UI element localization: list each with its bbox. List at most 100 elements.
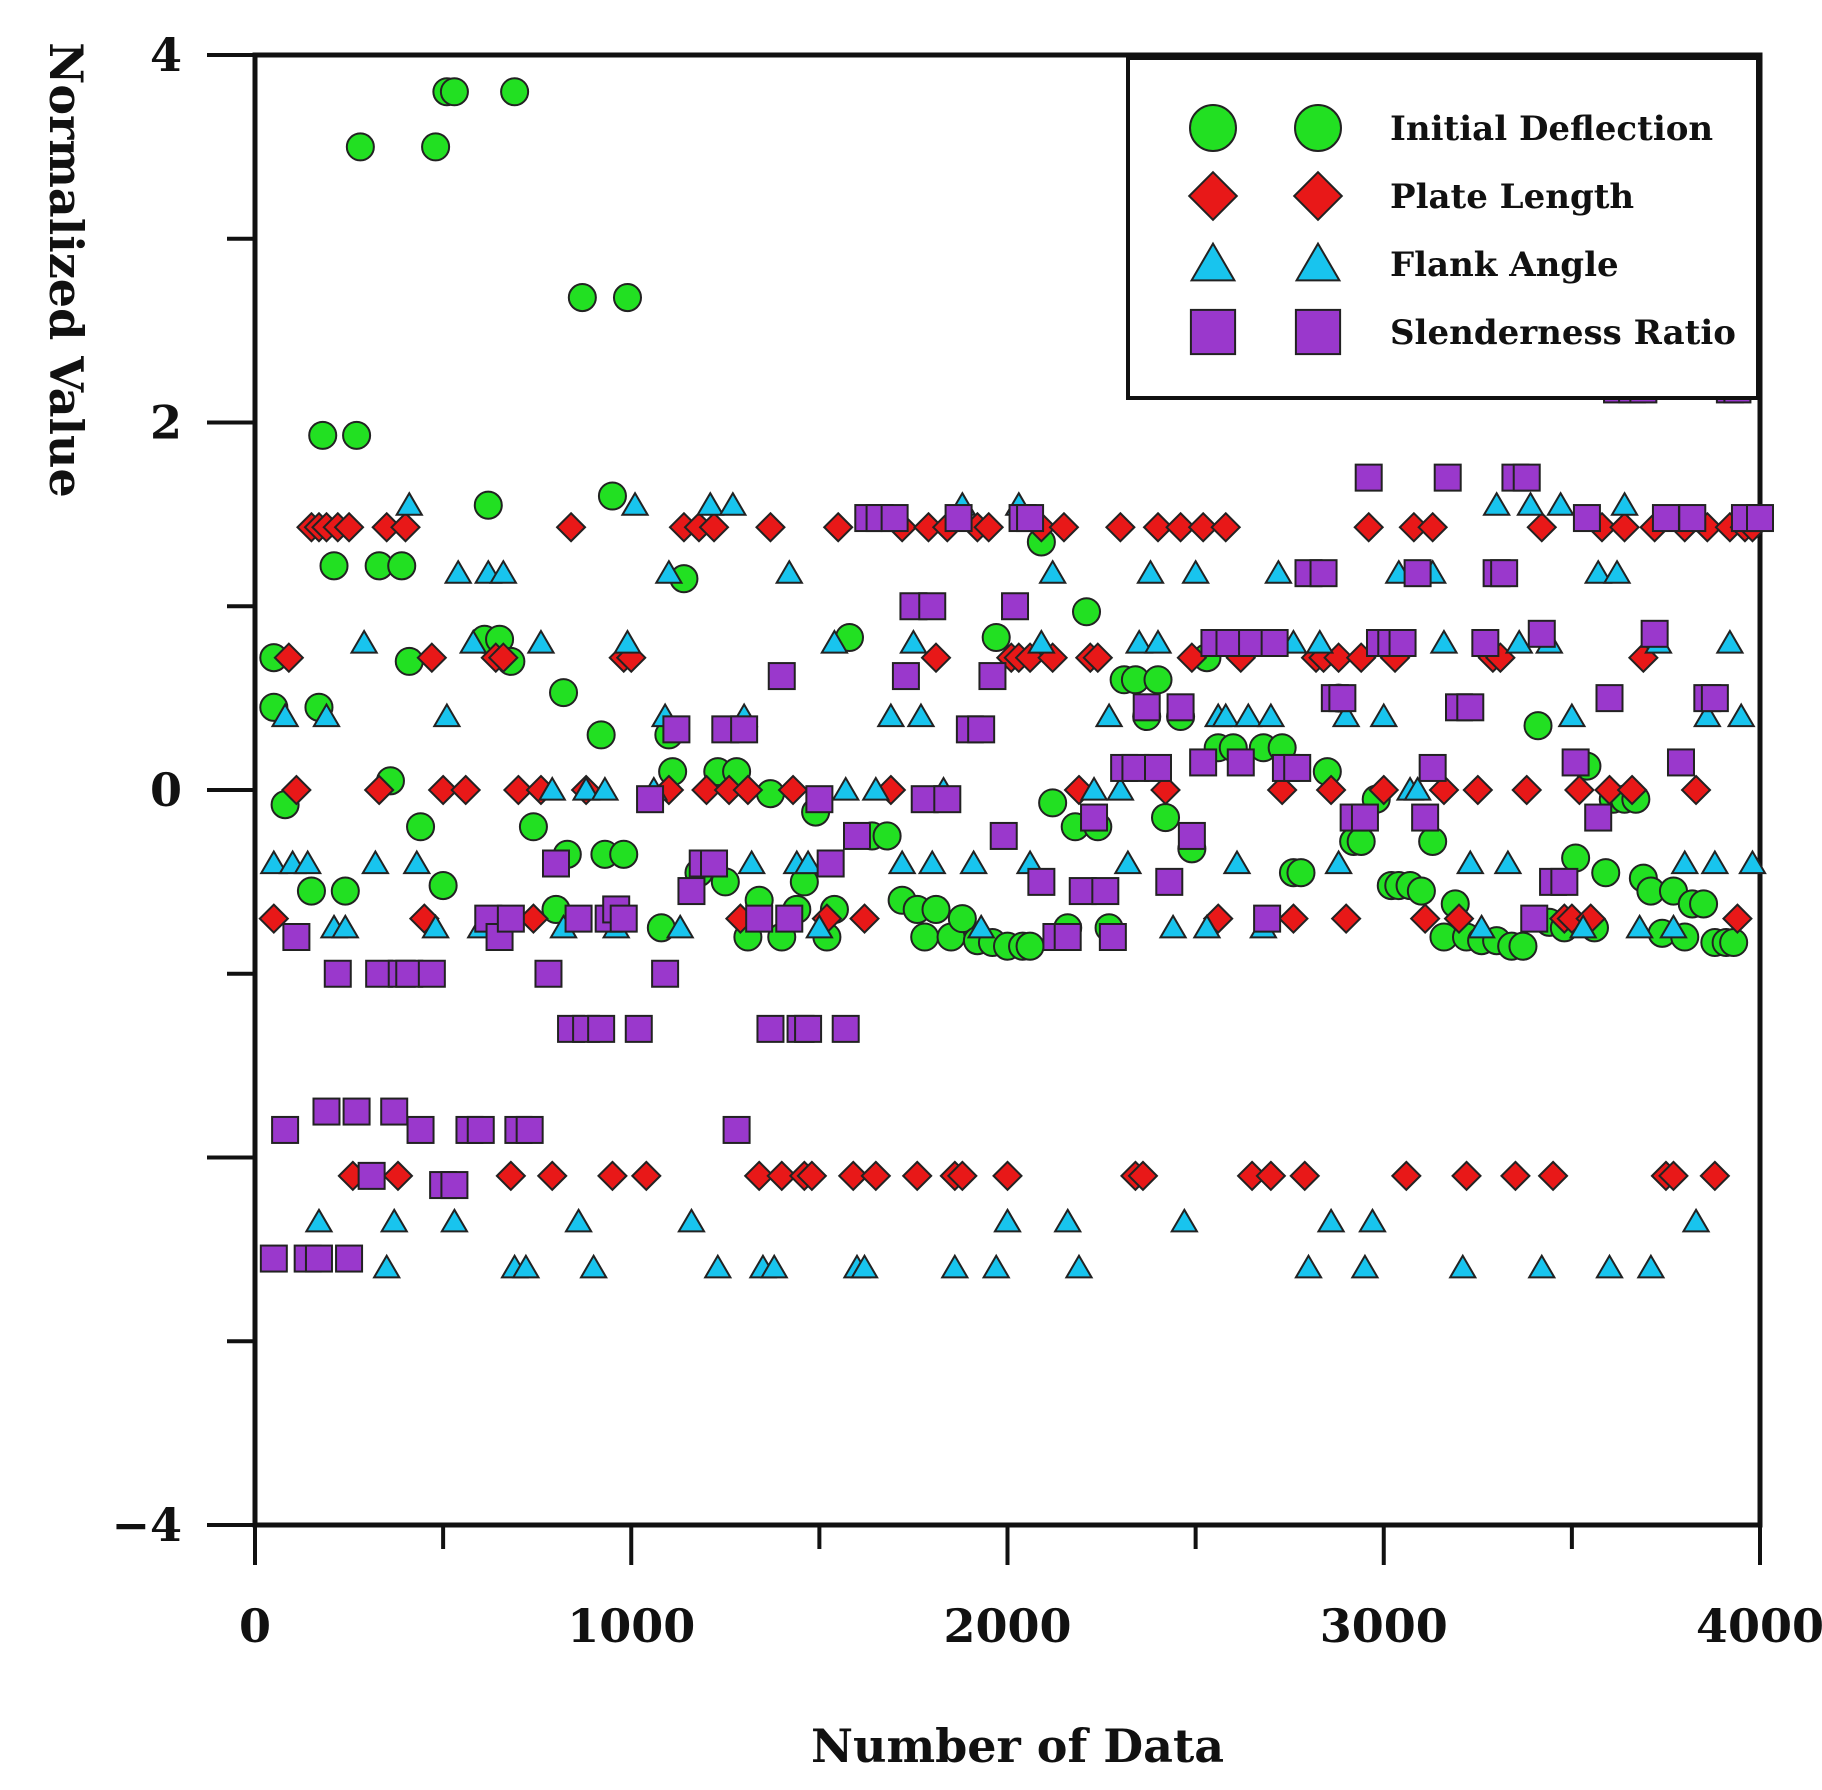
data-point [1640,619,1669,648]
data-point [390,511,421,543]
data-point [555,511,587,543]
x-axis-title: Number of Data [811,1719,1224,1773]
data-point [1527,619,1556,648]
data-point [458,629,488,654]
data-point [1266,774,1298,806]
data-point [439,77,469,107]
data-point [1722,903,1753,935]
data-point [1602,559,1632,584]
data-point [1016,504,1045,533]
data-point [428,871,458,901]
data-point [1158,913,1188,939]
data-point [349,629,379,654]
data-point [488,559,518,584]
data-point [1027,629,1056,654]
data-point [597,481,627,511]
data-point [394,491,424,516]
data-point [330,913,360,939]
data-point [677,877,706,906]
data-point [1500,1160,1531,1192]
data-point [1151,803,1181,833]
data-point [609,904,638,933]
data-point [293,849,323,875]
data-point [363,774,395,806]
data-point [1253,904,1282,933]
data-point [1264,559,1293,584]
data-point [1443,903,1475,935]
data-point [662,715,691,744]
legend-marker [1294,241,1342,282]
data-point [564,904,593,933]
data-point [1411,803,1440,832]
data-point [526,629,556,654]
data-point [1467,913,1496,939]
data-point [567,283,597,313]
data-point [333,511,365,543]
data-point [1546,491,1575,516]
data-point [1038,559,1067,584]
legend-label: Plate Length [1390,177,1634,217]
data-point [947,904,977,934]
data-point [1106,776,1135,801]
data-point [1124,629,1154,654]
data-point [1523,711,1553,741]
data-point [1001,592,1030,621]
data-point [1082,642,1114,674]
data-point [432,702,462,728]
data-point [959,849,988,875]
data-point [794,1014,823,1043]
data-point [777,774,809,806]
data-point [1278,903,1309,935]
data-point [940,1253,970,1279]
data-point [1692,702,1722,728]
data-points [258,77,1774,1279]
data-point [1504,629,1534,654]
data-point [1368,774,1400,806]
data-point [1053,1207,1083,1233]
data-point [304,1244,333,1273]
data-point [590,776,620,801]
data-point [382,1160,414,1192]
data-point [1595,1253,1624,1279]
data-point [1516,491,1545,516]
data-point [910,922,940,952]
data-point [380,1097,409,1126]
legend-marker [1294,104,1342,152]
data-point [258,903,290,935]
data-point [1165,511,1196,543]
data-point [1609,511,1640,543]
data-point [1390,1160,1422,1192]
data-point [774,559,804,584]
x-tick-label: 1000 [567,1599,695,1653]
data-point [1048,511,1080,543]
data-point [387,551,417,581]
data-point [1222,849,1252,875]
data-point [831,776,861,801]
data-point [259,1244,288,1273]
data-point [579,1253,608,1279]
data-point [1177,821,1206,850]
data-point [793,849,823,875]
data-point [406,812,436,842]
data-point [933,785,962,814]
data-point [620,491,650,516]
data-point [406,1115,435,1144]
data-point [1192,913,1222,939]
data-point [1418,753,1447,782]
data-point [450,774,482,806]
data-point [918,592,947,621]
data-point [1680,774,1712,806]
data-point [654,559,684,584]
data-point [1256,702,1286,728]
data-point [759,1253,789,1279]
data-point [1493,849,1523,875]
data-point [1403,559,1432,588]
legend: Initial Deflection Plate Length Flank Angl… [1126,56,1760,400]
data-point [992,1160,1023,1192]
data-point [880,504,909,533]
data-point [1294,1253,1323,1279]
data-point [612,283,643,313]
data-point [1681,1207,1711,1233]
data-point [312,702,341,728]
data-point [1482,491,1511,516]
